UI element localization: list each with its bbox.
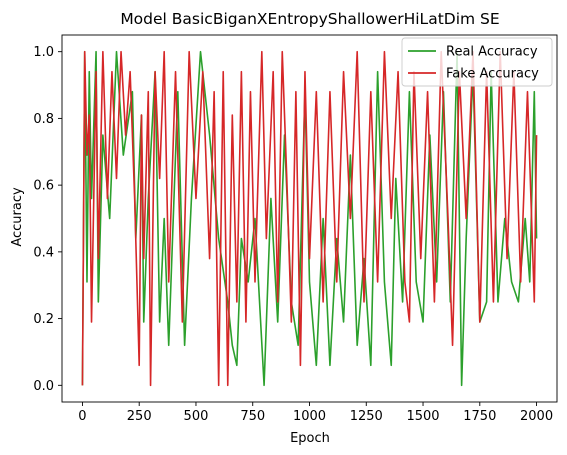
legend-box: [401, 37, 553, 87]
y-tick-label: 0.0: [33, 379, 54, 394]
y-tick-label: 1.0: [33, 45, 54, 60]
legend: Real Accuracy Fake Accuracy: [401, 37, 553, 87]
x-tick-label: 2000: [520, 409, 553, 424]
x-tick-label: 1250: [350, 409, 383, 424]
y-tick-label: 0.4: [33, 245, 54, 260]
x-axis: 0 250 500 750 1000 1250 1500 1750 2000: [78, 402, 553, 424]
x-tick-label: 1500: [406, 409, 439, 424]
x-axis-label: Epoch: [290, 431, 330, 446]
x-tick-label: 250: [127, 409, 152, 424]
legend-label: Real Accuracy: [446, 45, 538, 60]
chart-title: Model BasicBiganXEntropyShallowerHiLatDi…: [120, 10, 499, 28]
y-tick-label: 0.6: [33, 179, 54, 194]
y-axis: 0.0 0.2 0.4 0.6 0.8 1.0: [33, 45, 62, 394]
plot-area: [61, 34, 558, 403]
x-tick-label: 1750: [463, 409, 496, 424]
legend-label: Fake Accuracy: [446, 67, 539, 82]
series-line-real-accuracy: [81, 50, 538, 387]
y-tick-label: 0.2: [33, 312, 54, 327]
x-tick-label: 1000: [293, 409, 326, 424]
x-tick-label: 500: [184, 409, 209, 424]
series-line-fake-accuracy: [81, 50, 538, 387]
y-tick-label: 0.8: [33, 112, 54, 127]
x-tick-label: 0: [78, 409, 86, 424]
x-tick-label: 750: [240, 409, 265, 424]
y-axis-label: Accuracy: [10, 187, 25, 247]
